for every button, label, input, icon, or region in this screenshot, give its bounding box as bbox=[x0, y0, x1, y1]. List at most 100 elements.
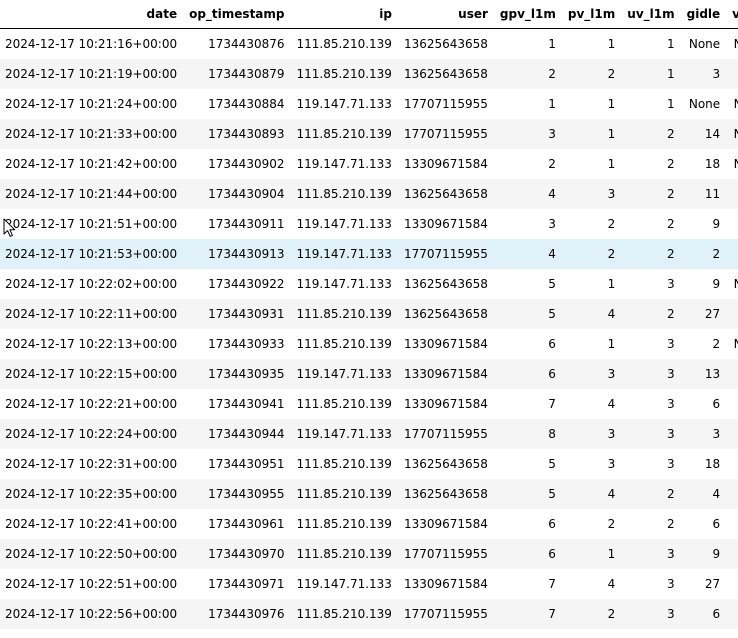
cell-gidle: 3 bbox=[680, 419, 727, 449]
cell-user: 17707115955 bbox=[397, 239, 494, 269]
cell-ip: 119.147.71.133 bbox=[290, 239, 398, 269]
cell-op-timestamp: 1734430933 bbox=[183, 329, 291, 359]
cell-gpv-l1m: 5 bbox=[493, 269, 562, 299]
cell-gidle: 27 bbox=[680, 299, 727, 329]
cell-uv-l1m: 2 bbox=[621, 479, 681, 509]
cell-pv-l1m: 2 bbox=[561, 509, 622, 539]
cell-date: 2024-12-17 10:22:24+00:00 bbox=[0, 419, 184, 449]
cell-pv-l1m: 1 bbox=[561, 119, 622, 149]
cell-uv-l1m: 1 bbox=[621, 89, 681, 119]
cell-vidle: 29 bbox=[726, 239, 738, 269]
cell-uv-l1m: 2 bbox=[621, 179, 681, 209]
cell-gidle: 18 bbox=[680, 449, 727, 479]
cell-pv-l1m: 1 bbox=[561, 28, 622, 59]
cell-uv-l1m: 3 bbox=[621, 269, 681, 299]
cell-date: 2024-12-17 10:22:56+00:00 bbox=[0, 599, 184, 629]
table-row: 2024-12-17 10:21:53+00:00 1734430913 119.1… bbox=[0, 239, 738, 269]
cell-gidle: None bbox=[680, 89, 727, 119]
cell-gpv-l1m: 5 bbox=[493, 299, 562, 329]
cell-gpv-l1m: 7 bbox=[493, 599, 562, 629]
cell-gidle: 2 bbox=[680, 329, 727, 359]
table-row: 2024-12-17 10:21:51+00:00 1734430911 119.1… bbox=[0, 209, 738, 239]
cell-vidle: 20 bbox=[726, 449, 738, 479]
cell-vidle: 27 bbox=[726, 299, 738, 329]
table-header: date op_timestamp ip user gpv_l1m pv_l1m… bbox=[0, 0, 738, 29]
cell-ip: 119.147.71.133 bbox=[290, 149, 398, 179]
cell-ip: 111.85.210.139 bbox=[290, 479, 398, 509]
cell-uv-l1m: 2 bbox=[621, 119, 681, 149]
cell-gpv-l1m: 5 bbox=[493, 449, 562, 479]
cell-uv-l1m: 3 bbox=[621, 599, 681, 629]
cell-pv-l1m: 2 bbox=[561, 599, 622, 629]
cell-gidle: 6 bbox=[680, 509, 727, 539]
column-header-ip: ip bbox=[290, 0, 398, 29]
cell-gpv-l1m: 7 bbox=[493, 389, 562, 419]
table-row: 2024-12-17 10:22:41+00:00 1734430961 111.8… bbox=[0, 509, 738, 539]
cell-date: 2024-12-17 10:22:15+00:00 bbox=[0, 359, 184, 389]
cell-ip: 119.147.71.133 bbox=[290, 269, 398, 299]
cell-gidle: 14 bbox=[680, 119, 727, 149]
cell-op-timestamp: 1734430955 bbox=[183, 479, 291, 509]
cell-gidle: 9 bbox=[680, 269, 727, 299]
column-header-op-timestamp: op_timestamp bbox=[183, 0, 291, 29]
cell-date: 2024-12-17 10:21:19+00:00 bbox=[0, 59, 184, 89]
cell-pv-l1m: 1 bbox=[561, 269, 622, 299]
cell-date: 2024-12-17 10:22:35+00:00 bbox=[0, 479, 184, 509]
column-header-uv-l1m: uv_l1m bbox=[621, 0, 681, 29]
cell-op-timestamp: 1734430904 bbox=[183, 179, 291, 209]
table-row: 2024-12-17 10:22:13+00:00 1734430933 111.8… bbox=[0, 329, 738, 359]
cell-uv-l1m: 3 bbox=[621, 419, 681, 449]
cell-vidle: None bbox=[726, 119, 738, 149]
cell-user: 17707115955 bbox=[397, 119, 494, 149]
cell-gpv-l1m: 1 bbox=[493, 89, 562, 119]
table-row: 2024-12-17 10:21:16+00:00 1734430876 111.8… bbox=[0, 28, 738, 59]
cell-date: 2024-12-17 10:22:21+00:00 bbox=[0, 389, 184, 419]
cell-op-timestamp: 1734430971 bbox=[183, 569, 291, 599]
cell-date: 2024-12-17 10:22:02+00:00 bbox=[0, 269, 184, 299]
table-row: 2024-12-17 10:21:42+00:00 1734430902 119.1… bbox=[0, 149, 738, 179]
cell-vidle: None bbox=[726, 269, 738, 299]
cell-uv-l1m: 3 bbox=[621, 389, 681, 419]
cell-user: 13625643658 bbox=[397, 179, 494, 209]
cell-uv-l1m: 3 bbox=[621, 329, 681, 359]
cell-op-timestamp: 1734430935 bbox=[183, 359, 291, 389]
cell-uv-l1m: 2 bbox=[621, 299, 681, 329]
cell-gidle: 11 bbox=[680, 179, 727, 209]
table-row: 2024-12-17 10:21:24+00:00 1734430884 119.1… bbox=[0, 89, 738, 119]
cell-vidle: 3 bbox=[726, 59, 738, 89]
cell-ip: 111.85.210.139 bbox=[290, 119, 398, 149]
cell-vidle: 25 bbox=[726, 179, 738, 209]
cell-vidle: 6 bbox=[726, 599, 738, 629]
cell-gpv-l1m: 4 bbox=[493, 179, 562, 209]
cell-user: 13625643658 bbox=[397, 59, 494, 89]
cell-op-timestamp: 1734430876 bbox=[183, 28, 291, 59]
cell-ip: 119.147.71.133 bbox=[290, 359, 398, 389]
cell-gpv-l1m: 6 bbox=[493, 329, 562, 359]
cell-ip: 111.85.210.139 bbox=[290, 389, 398, 419]
cell-uv-l1m: 3 bbox=[621, 569, 681, 599]
cell-ip: 111.85.210.139 bbox=[290, 449, 398, 479]
cell-vidle: None bbox=[726, 149, 738, 179]
cell-op-timestamp: 1734430884 bbox=[183, 89, 291, 119]
cell-vidle: 6 bbox=[726, 389, 738, 419]
cell-vidle: 31 bbox=[726, 419, 738, 449]
table-row: 2024-12-17 10:22:21+00:00 1734430941 111.8… bbox=[0, 389, 738, 419]
cell-pv-l1m: 1 bbox=[561, 89, 622, 119]
cell-gidle: 18 bbox=[680, 149, 727, 179]
cell-pv-l1m: 3 bbox=[561, 179, 622, 209]
cell-vidle: 30 bbox=[726, 569, 738, 599]
cell-date: 2024-12-17 10:21:51+00:00 bbox=[0, 209, 184, 239]
cell-user: 17707115955 bbox=[397, 539, 494, 569]
cell-gpv-l1m: 3 bbox=[493, 119, 562, 149]
cell-user: 13309671584 bbox=[397, 569, 494, 599]
cell-uv-l1m: 2 bbox=[621, 239, 681, 269]
cell-gidle: None bbox=[680, 28, 727, 59]
cell-gpv-l1m: 1 bbox=[493, 28, 562, 59]
cell-ip: 119.147.71.133 bbox=[290, 209, 398, 239]
cell-op-timestamp: 1734430902 bbox=[183, 149, 291, 179]
cell-vidle: None bbox=[726, 89, 738, 119]
cell-user: 13625643658 bbox=[397, 449, 494, 479]
cell-user: 13625643658 bbox=[397, 479, 494, 509]
table-body: 2024-12-17 10:21:16+00:00 1734430876 111.8… bbox=[0, 28, 738, 629]
